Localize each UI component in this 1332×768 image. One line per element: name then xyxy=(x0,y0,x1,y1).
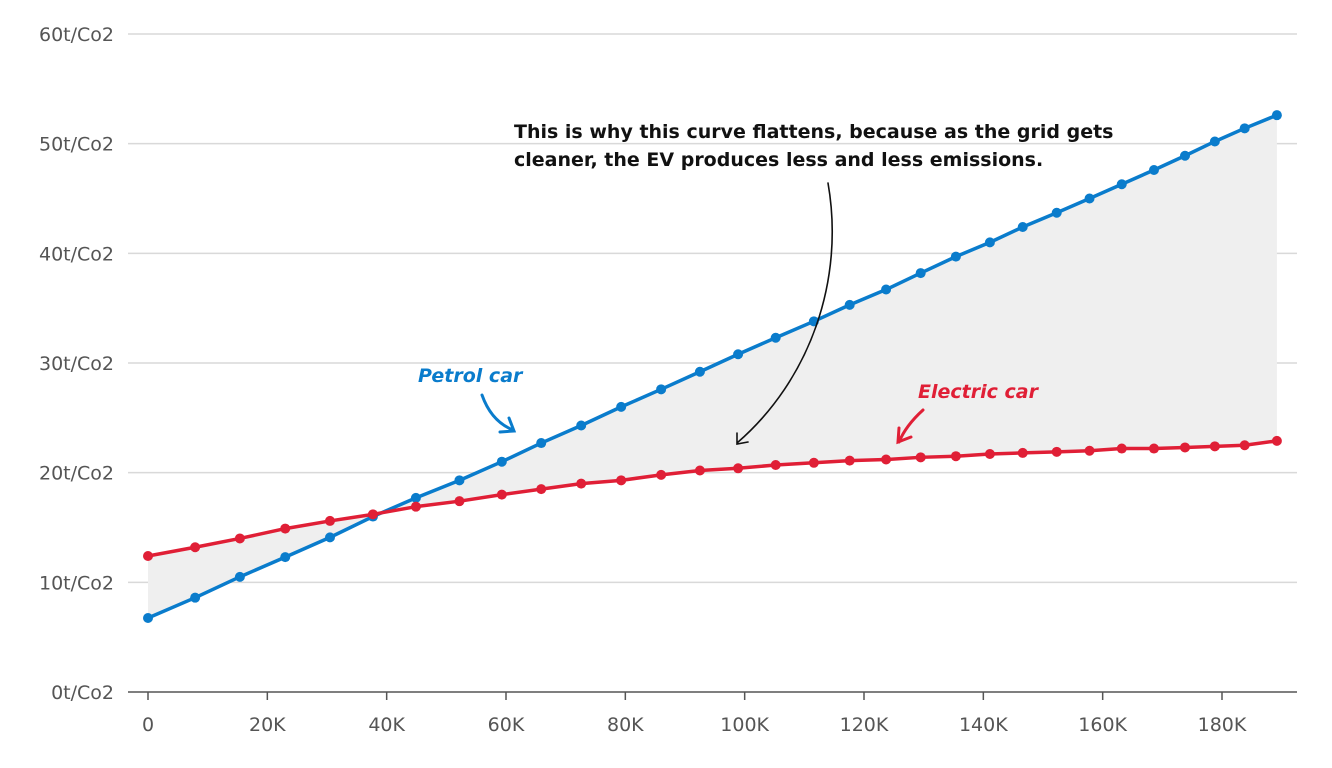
petrol-car-point xyxy=(1017,222,1028,233)
electric-car-point xyxy=(881,454,892,465)
petrol-car-label: Petrol car xyxy=(418,365,524,387)
petrol-car-point xyxy=(770,332,781,343)
petrol-car-point xyxy=(496,456,507,467)
electric-car-point xyxy=(1116,443,1127,454)
x-tick-label: 140K xyxy=(959,714,1008,736)
electric-car-point xyxy=(616,475,627,486)
petrol-car-point xyxy=(656,384,667,395)
petrol-car-point xyxy=(280,552,291,563)
y-tick-label: 60t/Co2 xyxy=(39,24,114,46)
electric-car-point xyxy=(536,484,547,495)
electric-car-point xyxy=(280,523,291,534)
electric-car-point xyxy=(1271,435,1282,446)
electric-car-arrow-icon xyxy=(896,408,925,445)
electric-car-label: Electric car xyxy=(918,381,1040,403)
petrol-car-point xyxy=(616,401,627,412)
electric-car-point xyxy=(950,451,961,462)
electric-car-point xyxy=(576,478,587,489)
electric-car-point xyxy=(367,509,378,520)
electric-car-point xyxy=(733,463,744,474)
annotation-note-line-1: This is why this curve flattens, because… xyxy=(514,121,1114,143)
electric-car-point xyxy=(915,452,926,463)
electric-car-point xyxy=(656,469,667,480)
petrol-car-point xyxy=(694,366,705,377)
petrol-car-point xyxy=(1180,150,1191,161)
electric-car-point xyxy=(844,455,855,466)
petrol-car-point xyxy=(410,492,421,503)
petrol-car-point xyxy=(950,251,961,262)
petrol-car-point xyxy=(881,284,892,295)
x-tick-label: 160K xyxy=(1078,714,1127,736)
electric-car-point xyxy=(496,489,507,500)
petrol-car-point xyxy=(234,571,245,582)
electric-car-point xyxy=(770,459,781,470)
electric-car-point xyxy=(1051,446,1062,457)
x-tick-label: 0 xyxy=(142,714,154,736)
x-tick-label: 100K xyxy=(720,714,769,736)
y-tick-label: 30t/Co2 xyxy=(39,353,114,375)
annotation-note-line-2: cleaner, the EV produces less and less e… xyxy=(514,149,1043,171)
petrol-car-point xyxy=(1271,110,1282,121)
electric-car-point xyxy=(1148,443,1159,454)
petrol-car-point xyxy=(844,299,855,310)
electric-car-point xyxy=(410,501,421,512)
y-tick-label: 10t/Co2 xyxy=(39,572,114,594)
electric-car-point xyxy=(190,542,201,553)
petrol-car-point xyxy=(1209,136,1220,147)
petrol-car-point xyxy=(324,532,335,543)
electric-car-point xyxy=(454,496,465,507)
x-tick-label: 20K xyxy=(249,714,286,736)
x-tick-label: 60K xyxy=(488,714,525,736)
electric-car-point xyxy=(808,457,819,468)
petrol-car-point xyxy=(1116,179,1127,190)
electric-car-point xyxy=(1084,445,1095,456)
petrol-car-point xyxy=(915,268,926,279)
electric-car-point xyxy=(984,449,995,460)
petrol-car-arrow-icon xyxy=(480,393,517,434)
electric-car-point xyxy=(234,533,245,544)
y-tick-label: 50t/Co2 xyxy=(39,134,114,156)
petrol-car-point xyxy=(1239,123,1250,134)
x-tick-label: 40K xyxy=(368,714,405,736)
electric-car-point xyxy=(1017,447,1028,458)
petrol-car-point xyxy=(984,237,995,248)
x-tick-label: 80K xyxy=(607,714,644,736)
electric-car-point xyxy=(694,465,705,476)
y-tick-label: 40t/Co2 xyxy=(39,243,114,265)
electric-car-point xyxy=(1209,441,1220,452)
petrol-car-point xyxy=(1051,207,1062,218)
electric-car-point xyxy=(1180,442,1191,453)
petrol-car-point xyxy=(1148,164,1159,175)
petrol-car-point xyxy=(190,592,201,603)
petrol-car-point xyxy=(143,612,153,623)
petrol-car-point xyxy=(536,438,547,449)
x-tick-label: 120K xyxy=(840,714,889,736)
y-tick-label: 0t/Co2 xyxy=(51,682,114,704)
annotation-arrow-icon xyxy=(736,182,834,445)
petrol-car-point xyxy=(576,420,587,431)
petrol-car-point xyxy=(1084,193,1095,204)
electric-car-point xyxy=(1239,440,1250,451)
electric-car-point xyxy=(324,515,335,526)
x-tick-label: 180K xyxy=(1198,714,1247,736)
petrol-car-point xyxy=(733,349,744,360)
y-tick-label: 20t/Co2 xyxy=(39,463,114,485)
electric-car-point xyxy=(143,551,153,562)
petrol-car-point xyxy=(454,475,465,486)
